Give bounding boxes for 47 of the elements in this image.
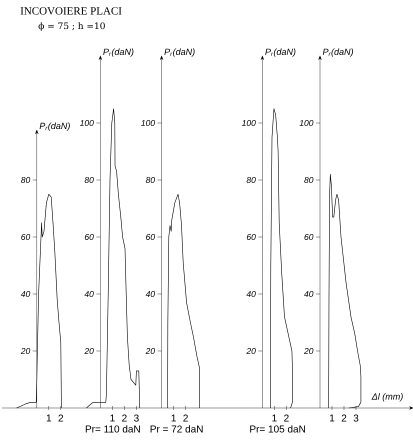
y-tick-label: 60 xyxy=(246,234,256,240)
y-tick-label: 20 xyxy=(84,348,94,354)
x-tick-label: 1 xyxy=(272,414,277,422)
y-tick-label: 20 xyxy=(304,348,314,354)
y-tick-label: 80 xyxy=(84,176,94,183)
chart-subtitle: ϕ = 75 ; h =10 xyxy=(38,22,105,31)
y-tick-label: 80 xyxy=(246,176,256,183)
y-tick-label: 40 xyxy=(146,290,155,297)
y-tick-label: 60 xyxy=(146,234,155,240)
x-axis-title: Δl (mm) xyxy=(372,393,403,402)
x-tick-label: 2 xyxy=(122,414,127,422)
y-tick-label: 40 xyxy=(246,290,256,297)
x-tick-label: 2 xyxy=(342,414,346,422)
y-tick-label: 40 xyxy=(84,290,94,297)
y-axis-title: P$_{r}$(daN) xyxy=(265,48,296,57)
y-tick-label: 60 xyxy=(304,234,314,240)
y-tick-label: 20 xyxy=(146,348,155,354)
text: Pr= 105 daN xyxy=(250,425,306,433)
y-tick-label: 40 xyxy=(20,290,30,297)
y-tick-label: 100 xyxy=(141,120,155,126)
y-tick-label: 100 xyxy=(80,120,94,126)
y-tick-label: 100 xyxy=(242,120,256,126)
y-tick-label: 60 xyxy=(21,234,30,240)
y-tick-label: 20 xyxy=(246,348,256,354)
x-tick-label: 3 xyxy=(134,414,139,422)
y-tick-label: 40 xyxy=(304,290,314,297)
y-tick-label: 20 xyxy=(20,348,30,354)
y-tick-label: 80 xyxy=(304,176,314,183)
y-tick-label: 80 xyxy=(146,176,155,183)
chart-title: INCOVOIERE PLACI xyxy=(20,7,122,15)
x-tick-label: 2 xyxy=(58,414,64,422)
x-tick-label: 2 xyxy=(284,414,289,422)
x-tick-label: 1 xyxy=(46,414,52,422)
y-tick-label: 100 xyxy=(300,120,314,126)
text: Pr = 72 daN xyxy=(150,425,203,433)
x-tick-label: 1 xyxy=(172,414,176,422)
y-axis-title: P$_{r}$(daN) xyxy=(164,48,195,57)
y-axis-title: P$_{r}$(daN) xyxy=(322,48,353,57)
x-tick-label: 2 xyxy=(183,414,188,422)
y-tick-label: 60 xyxy=(84,234,94,240)
x-tick-label: 1 xyxy=(330,414,334,422)
x-tick-label: 1 xyxy=(110,414,115,422)
text: Pr= 110 daN xyxy=(86,425,140,433)
y-axis-title: P$_{r}$(daN) xyxy=(103,48,134,57)
y-tick-label: 80 xyxy=(21,176,30,183)
x-tick-label: 3 xyxy=(354,414,358,422)
y-axis-title: P$_{r}$(daN) xyxy=(40,122,70,131)
